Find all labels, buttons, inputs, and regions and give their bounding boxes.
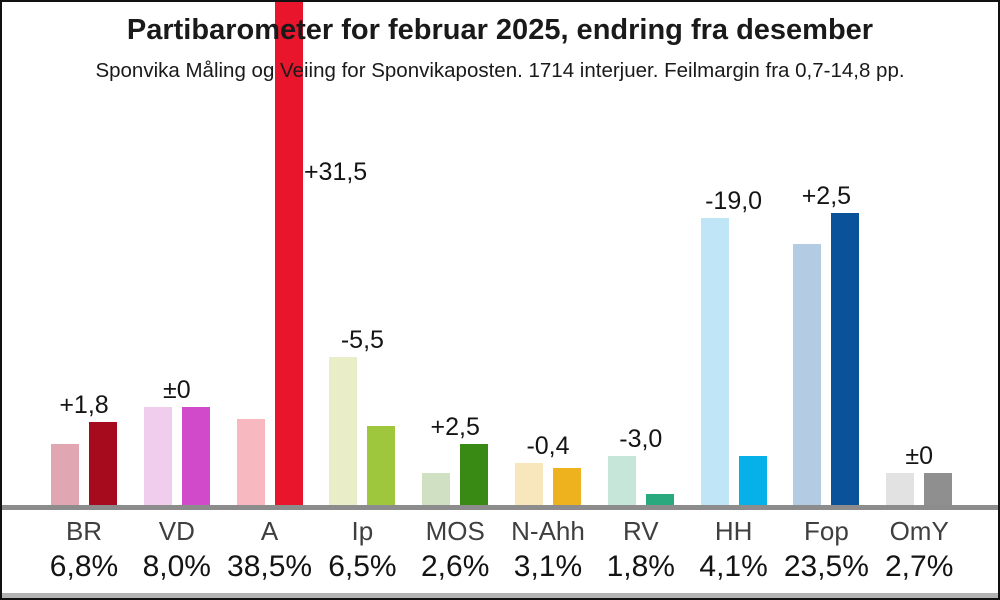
change-label-mos: +2,5 [430, 413, 480, 441]
pct-label-n-ahh: 3,1% [513, 550, 583, 583]
bar-desember-fop [793, 244, 822, 507]
change-label-br: +1,8 [59, 391, 109, 419]
change-label-ip: -5,5 [340, 326, 384, 354]
change-label-omy: ±0 [905, 442, 933, 470]
bar-februar-ip [367, 426, 396, 507]
bar-desember-br [51, 444, 79, 507]
pct-label-hh: 4,1% [699, 550, 768, 583]
bar-februar-br [89, 422, 117, 507]
change-label-vd: ±0 [162, 376, 191, 404]
bar-februar-fop [831, 213, 860, 507]
bottom-border-strip [2, 593, 998, 598]
bar-desember-rv [607, 456, 636, 507]
bar-desember-vd [143, 407, 172, 507]
change-label-n-ahh: -0,4 [526, 432, 570, 460]
pct-label-ip: 6,5% [328, 550, 397, 583]
pct-label-vd: 8,0% [142, 550, 211, 583]
pct-label-fop: 23,5% [783, 550, 869, 583]
change-label-a: +31,5 [303, 158, 368, 186]
bar-februar-hh [738, 456, 767, 507]
party-label-br: BR [65, 516, 103, 546]
bar-februar-n-ahh [553, 468, 581, 507]
party-label-n-ahh: N-Ahh [511, 516, 585, 546]
bar-februar-vd [181, 407, 210, 507]
party-label-a: A [260, 516, 279, 546]
chart-subtitle: Sponvika Måling og Veiing for Sponvikapo… [95, 59, 905, 82]
party-label-fop: Fop [803, 516, 849, 546]
party-label-hh: HH [714, 516, 753, 546]
change-label-fop: +2,5 [801, 182, 852, 210]
bar-februar-mos [460, 444, 489, 507]
party-label-mos: MOS [425, 516, 485, 546]
party-label-ip: Ip [351, 516, 374, 546]
chart-title: Partibarometer for februar 2025, endring… [126, 14, 874, 46]
bar-desember-omy [886, 473, 915, 507]
party-label-omy: OmY [889, 516, 949, 546]
pct-label-br: 6,8% [49, 550, 119, 583]
change-label-hh: -19,0 [705, 187, 763, 215]
bar-desember-a [236, 419, 265, 507]
pct-label-a: 38,5% [227, 550, 313, 583]
pct-label-mos: 2,6% [420, 550, 490, 583]
bar-desember-n-ahh [515, 463, 543, 507]
bar-februar-omy [924, 473, 953, 507]
bar-februar-rv [645, 494, 674, 507]
pct-label-rv: 1,8% [606, 550, 675, 583]
party-label-rv: RV [622, 516, 659, 546]
bar-desember-hh [700, 218, 729, 507]
party-label-vd: VD [158, 516, 195, 546]
x-axis-line [2, 505, 998, 510]
pct-label-omy: 2,7% [884, 550, 954, 583]
bar-desember-ip [329, 357, 358, 507]
bar-februar-a [274, 2, 303, 507]
change-label-rv: -3,0 [619, 425, 663, 453]
bar-desember-mos [422, 473, 451, 507]
